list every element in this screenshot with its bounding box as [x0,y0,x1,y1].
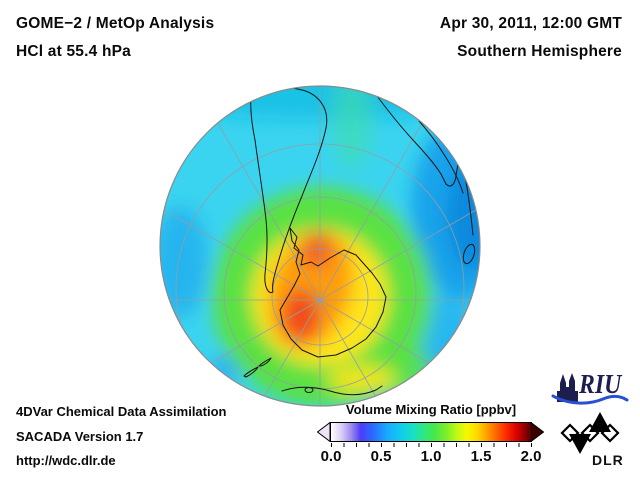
riu-logo: RIU [551,369,631,411]
colorbar-tick-label: 0.5 [370,448,392,465]
coastline-madagascar [462,243,476,265]
colorbar-left-arrow-icon [317,422,330,442]
colorbar-tick-label: 1.5 [470,448,492,465]
dlr-logo-text: DLR [592,452,624,468]
coastline-south-america [250,87,328,294]
url-label: http://wdc.dlr.de [16,453,116,468]
globe-limb [159,85,481,407]
riu-cathedral-icon [557,373,578,402]
coastline-antarctica [279,227,387,358]
coastline-australia [281,385,383,396]
colorbar-right-arrow-icon [531,422,544,442]
coastline-tasmania [304,387,314,393]
coastline-new-zealand-south [243,366,259,378]
colorbar: Volume Mixing Ratio [ppbv] 0.0 0.5 1.0 1… [317,402,544,466]
product-title: GOME−2 / MetOp Analysis [16,15,215,32]
hemisphere-label: Southern Hemisphere [457,43,622,60]
colorbar-tick-label: 1.0 [420,448,442,465]
colorbar-tick-marks [331,443,532,447]
riu-logo-text: RIU [579,369,622,399]
datetime-label: Apr 30, 2011, 12:00 GMT [439,15,622,32]
riu-river-swoosh-icon [551,394,629,405]
dlr-logo: DLR [556,412,636,472]
version-label: SACADA Version 1.7 [16,429,144,444]
colorbar-title: Volume Mixing Ratio [ppbv] [345,402,517,417]
species-level: HCl at 55.4 hPa [16,43,131,60]
dlr-star-icon [560,412,620,454]
coastline-new-zealand-north [258,357,272,367]
colorbar-gradient [330,422,532,442]
colorbar-tick-label: 2.0 [520,448,542,465]
coastline-africa-east [418,120,464,194]
assimilation-label: 4DVar Chemical Data Assimilation [16,404,227,419]
colorbar-tick-label: 0.0 [320,448,342,465]
